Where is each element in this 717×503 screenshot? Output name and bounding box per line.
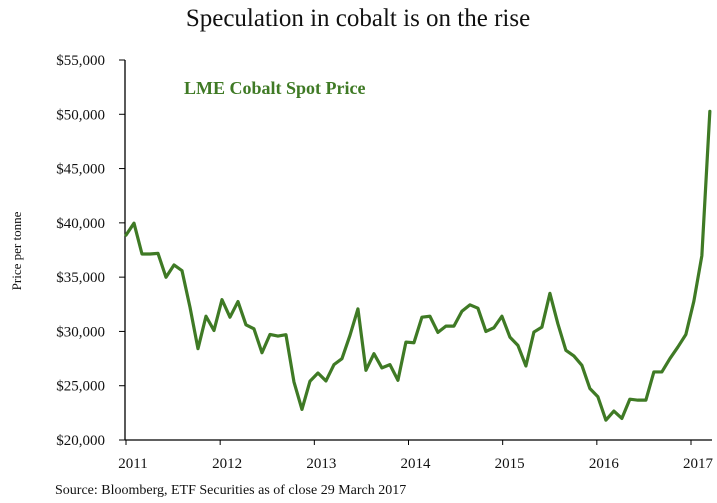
- y-tick-label: $20,000: [56, 433, 105, 449]
- y-axis: $20,000 $25,000 $30,000 $35,000 $40,000 $45,0…: [56, 53, 126, 449]
- y-tick-label: $40,000: [56, 216, 105, 232]
- x-tick-label: 2012: [212, 456, 242, 472]
- chart-title: Speculation in cobalt is on the rise: [186, 5, 530, 32]
- y-tick-label: $50,000: [56, 107, 105, 123]
- x-tick-label: 2017: [683, 456, 714, 472]
- source-note: Source: Bloomberg, ETF Securities as of …: [55, 483, 406, 498]
- x-tick-label: 2013: [306, 456, 336, 472]
- x-tick-label: 2011: [118, 456, 147, 472]
- y-tick-label: $45,000: [56, 162, 105, 178]
- plot-area: [124, 109, 712, 422]
- x-tick-label: 2016: [589, 456, 620, 472]
- x-axis: 2011 2012 2013 2014 2015 2016 2017: [118, 439, 714, 472]
- y-tick-label: $25,000: [56, 379, 105, 395]
- y-tick-label: $30,000: [56, 324, 105, 340]
- series-label: LME Cobalt Spot Price: [184, 78, 366, 98]
- x-tick-label: 2014: [401, 456, 432, 472]
- series-line: [124, 109, 712, 422]
- y-axis-title: Price per tonne: [9, 211, 24, 290]
- x-tick-label: 2015: [495, 456, 525, 472]
- y-tick-label: $55,000: [56, 53, 105, 69]
- y-tick-label: $35,000: [56, 270, 105, 286]
